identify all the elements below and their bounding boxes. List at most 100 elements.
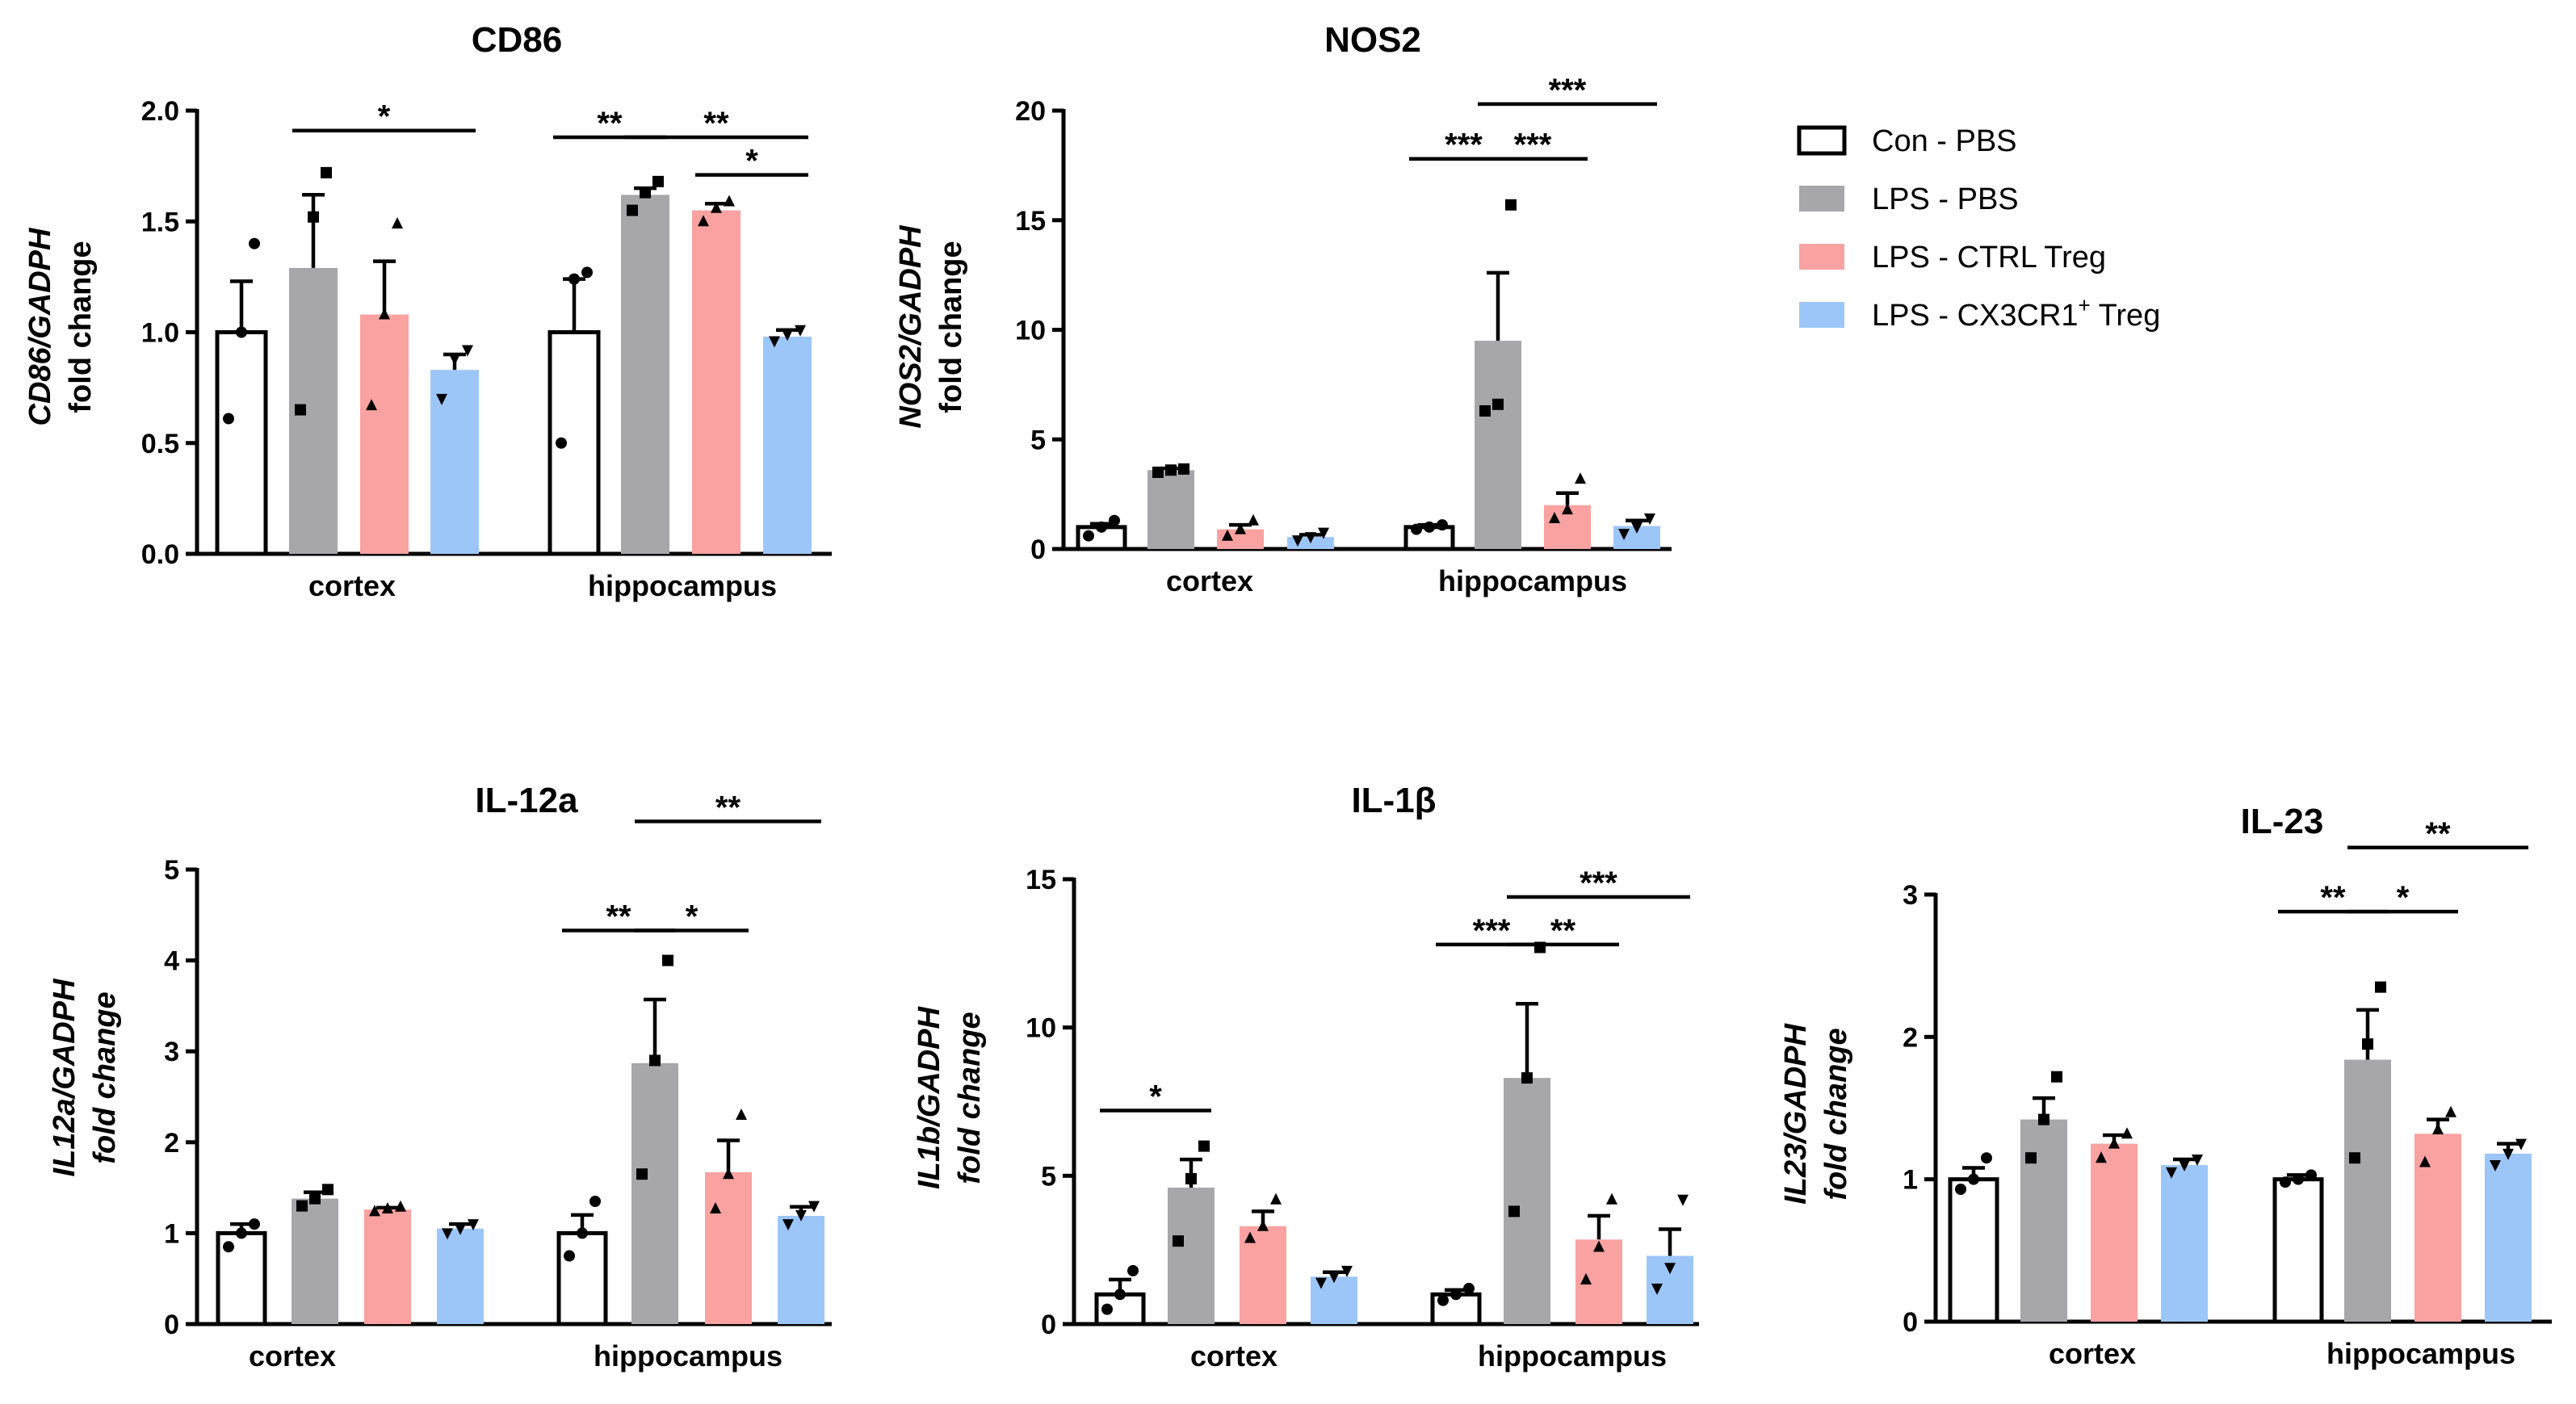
bar-lps-pbs-hippocampus <box>1475 341 1521 549</box>
bar-lps-cx3cr1-treg-hippocampus <box>763 336 812 554</box>
bar-lps-pbs-cortex <box>1168 1188 1215 1324</box>
bar-group-lps-pbs-hippocampus <box>621 175 669 554</box>
y-tick-label: 0 <box>1903 1307 1918 1338</box>
y-tick-label: 5 <box>1041 1161 1056 1192</box>
significance-label: ** <box>2320 880 2346 916</box>
y-tick-label: 1.0 <box>141 318 179 349</box>
bar-group-lps-pbs-hippocampus <box>631 954 678 1324</box>
data-point <box>1178 463 1189 475</box>
bar-group-lps-ctrl-treg-cortex <box>1240 1192 1286 1324</box>
data-point <box>1549 511 1560 523</box>
data-point <box>1270 1192 1282 1205</box>
data-point <box>249 237 260 249</box>
data-point <box>2051 1071 2062 1083</box>
data-point <box>1981 1152 1992 1164</box>
y-tick-label: 2.0 <box>141 96 179 127</box>
data-point <box>1644 513 1655 525</box>
significance-label: ** <box>597 106 623 141</box>
data-point <box>223 413 234 425</box>
x-category-label-hippocampus: hippocampus <box>594 1339 782 1373</box>
data-point <box>652 175 664 187</box>
data-point <box>236 326 247 338</box>
data-point <box>1618 528 1630 540</box>
significance-bracket: *** <box>1478 73 1657 108</box>
data-point <box>1083 530 1094 542</box>
y-axis-label-italic: IL12a/GADPH <box>48 978 82 1177</box>
legend-label-cx3cr1-text: LPS - CX3CR1 <box>1872 299 2079 333</box>
data-point <box>395 1200 406 1212</box>
data-point <box>2419 1155 2431 1167</box>
data-point <box>1152 466 1164 478</box>
bar-group-lps-pbs-cortex <box>289 166 338 554</box>
y-tick-label: 3 <box>164 1037 179 1067</box>
data-point <box>2166 1167 2177 1179</box>
significance-bracket: *** <box>1409 128 1518 163</box>
data-point <box>322 1184 334 1196</box>
data-point <box>1968 1173 1979 1185</box>
y-tick-label: 1.5 <box>141 207 179 237</box>
legend-swatch-lps-ctrl-treg <box>1799 244 1844 270</box>
y-axis-label-fold-change: fold change <box>88 991 122 1163</box>
data-point <box>249 1218 260 1230</box>
bar-lps-ctrl-treg-cortex <box>2091 1143 2138 1322</box>
data-point <box>795 325 806 337</box>
data-point <box>1292 535 1303 547</box>
bar-group-con-pbs-cortex <box>1076 514 1127 551</box>
bar-lps-ctrl-treg-cortex <box>364 1209 411 1324</box>
x-category-label-hippocampus: hippocampus <box>1438 564 1627 597</box>
bar-group-lps-cx3cr1-treg-cortex <box>1287 527 1334 549</box>
bar-group-lps-cx3cr1-treg-hippocampus <box>1613 513 1660 549</box>
significance-bracket: ** <box>2347 816 2528 852</box>
bar-con-pbs-hippocampus <box>556 1230 608 1326</box>
data-point <box>2121 1127 2133 1139</box>
data-point <box>2280 1176 2291 1188</box>
bar-con-pbs-hippocampus <box>548 330 601 556</box>
legend-label-lps-pbs: LPS - PBS <box>1872 182 2019 216</box>
x-category-label-cortex: cortex <box>2049 1337 2136 1370</box>
data-point <box>1437 519 1448 531</box>
bar-lps-cx3cr1-treg-cortex <box>437 1228 484 1324</box>
data-point <box>710 1201 721 1213</box>
data-point <box>236 1227 247 1239</box>
data-point <box>1677 1194 1689 1206</box>
y-tick-label: 5 <box>1030 425 1046 455</box>
data-point <box>1341 1265 1353 1277</box>
data-point <box>436 393 447 405</box>
legend-item-con-pbs: Con - PBS <box>1797 124 2017 158</box>
bar-con-pbs-hippocampus <box>2272 1177 2324 1324</box>
significance-bracket: ** <box>624 106 808 141</box>
data-point <box>2490 1160 2501 1172</box>
data-point <box>1606 1192 1617 1205</box>
bar-lps-pbs-hippocampus <box>631 1062 678 1324</box>
data-point <box>1222 529 1233 541</box>
data-point <box>2432 1122 2444 1134</box>
bar-group-lps-ctrl-treg-cortex <box>360 216 409 554</box>
bar-lps-ctrl-treg-hippocampus <box>705 1171 752 1324</box>
data-point <box>1315 1277 1327 1289</box>
data-point <box>1198 1140 1210 1152</box>
x-category-label-cortex: cortex <box>308 569 396 602</box>
x-category-label-hippocampus: hippocampus <box>588 569 777 602</box>
chart-title: IL-1β <box>1351 781 1436 820</box>
significance-bracket: * <box>695 144 808 179</box>
significance-bracket: * <box>635 899 749 934</box>
x-category-label-cortex: cortex <box>249 1339 336 1373</box>
significance-label: ** <box>606 899 631 934</box>
bar-lps-cx3cr1-treg-cortex <box>430 370 479 554</box>
data-point <box>1651 1283 1663 1295</box>
data-point <box>1521 1072 1533 1084</box>
y-tick-label: 1 <box>164 1218 179 1249</box>
data-point <box>1437 1294 1449 1306</box>
data-point <box>1185 1173 1197 1185</box>
data-point <box>295 404 306 416</box>
data-point <box>455 1223 466 1235</box>
data-point <box>1424 521 1435 533</box>
bar-group-lps-pbs-hippocampus <box>1475 199 1521 549</box>
significance-label: *** <box>1580 865 1617 901</box>
data-point <box>442 1228 453 1240</box>
significance-label: *** <box>1549 73 1587 108</box>
bar-lps-pbs-cortex <box>292 1198 338 1324</box>
bar-group-lps-cx3cr1-treg-hippocampus <box>1647 1194 1693 1324</box>
bar-lps-pbs-hippocampus <box>2344 1059 2391 1322</box>
bar-group-con-pbs-cortex <box>1948 1152 1999 1324</box>
